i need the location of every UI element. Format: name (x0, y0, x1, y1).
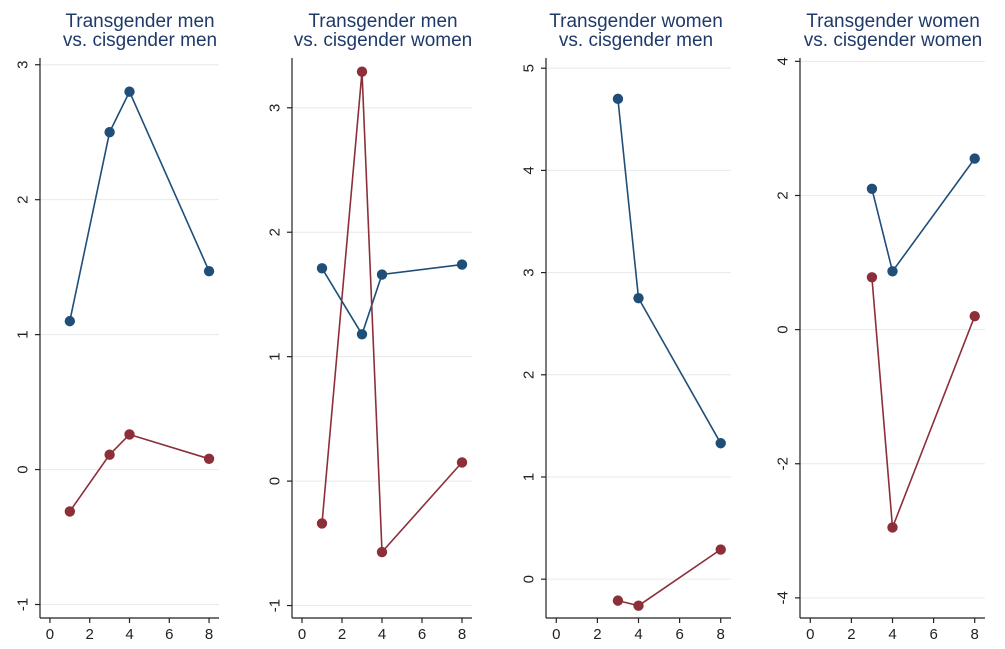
y-tick-label: 2 (267, 228, 284, 236)
y-tick-label: 0 (775, 325, 792, 333)
x-tick-label: 0 (806, 626, 814, 643)
series-1-line (617, 98, 722, 444)
series-1-point (633, 292, 644, 304)
y-tick-label: 1 (267, 352, 284, 360)
series-1-point (456, 259, 468, 270)
series-1-point (64, 315, 76, 327)
series-1-point (316, 263, 328, 274)
series-2-point (887, 522, 898, 533)
series-2-point (376, 546, 388, 558)
y-tick-label: 1 (15, 330, 32, 338)
series-1-point (203, 266, 215, 277)
series-1-point (887, 266, 898, 277)
series-1-point (104, 127, 115, 138)
series-2-line (617, 548, 722, 607)
x-tick-label: 8 (458, 626, 466, 643)
y-tick-label: -4 (775, 591, 792, 604)
series-2-point (316, 518, 328, 529)
panel-title-line: Transgender men (65, 11, 214, 32)
x-tick-label: 0 (552, 626, 560, 643)
series-2-point (715, 544, 726, 555)
x-tick-label: 8 (717, 626, 725, 643)
y-tick-label: 4 (521, 166, 538, 174)
x-tick-label: 0 (298, 626, 306, 643)
series-1-point (124, 86, 135, 97)
x-tick-label: 6 (418, 626, 426, 643)
panel-title-line: vs. cisgender men (63, 30, 217, 51)
y-tick-label: 0 (15, 465, 32, 473)
y-tick-label: 2 (15, 196, 32, 204)
y-tick-label: 5 (521, 64, 538, 72)
series-1-point (866, 183, 878, 194)
panel-title-line: Transgender women (549, 11, 723, 32)
series-2-point (104, 449, 115, 460)
series-1-point (356, 329, 368, 340)
series-2-point (612, 595, 624, 606)
x-tick-label: 2 (338, 626, 346, 643)
panel-title-line: vs. cisgender men (559, 30, 713, 51)
y-tick-label: 0 (267, 477, 284, 485)
y-tick-label: -2 (775, 457, 792, 470)
series-1-point (376, 269, 388, 280)
x-tick-label: 4 (378, 626, 386, 643)
panel-title-line: vs. cisgender women (294, 30, 472, 51)
y-tick-label: 2 (521, 371, 538, 379)
series-1-point (715, 438, 726, 449)
y-tick-label: 1 (521, 473, 538, 481)
series-2-point (356, 66, 368, 77)
x-tick-label: 4 (888, 626, 896, 643)
series-1-point (969, 153, 980, 164)
series-1-point (612, 93, 624, 105)
series-2-line (871, 277, 976, 528)
series-2-point (633, 600, 644, 611)
x-tick-label: 6 (675, 626, 683, 643)
x-tick-label: 0 (46, 626, 54, 643)
series-2-line (321, 71, 463, 555)
x-tick-label: 6 (929, 626, 937, 643)
x-tick-label: 8 (971, 626, 979, 643)
y-tick-label: 4 (775, 57, 792, 65)
x-tick-label: 4 (634, 626, 642, 643)
series-2-point (64, 506, 76, 517)
panel-title-line: vs. cisgender women (804, 30, 982, 51)
panel-title-line: Transgender women (806, 11, 980, 32)
x-tick-label: 2 (86, 626, 94, 643)
series-1-line (69, 89, 210, 322)
series-2-point (866, 272, 878, 283)
series-2-point (203, 453, 215, 464)
x-tick-label: 2 (593, 626, 601, 643)
panel-title-line: Transgender men (308, 11, 457, 32)
y-tick-label: 2 (775, 191, 792, 199)
series-2-point (456, 457, 468, 468)
y-tick-label: 3 (267, 104, 284, 112)
y-tick-label: 3 (521, 268, 538, 276)
series-1-line (871, 158, 976, 274)
x-tick-label: 6 (165, 626, 173, 643)
y-tick-label: 0 (521, 575, 538, 583)
x-tick-label: 4 (125, 626, 133, 643)
series-1-line (321, 263, 463, 337)
y-tick-label: 3 (15, 61, 32, 69)
x-tick-label: 2 (847, 626, 855, 643)
series-2-line (69, 433, 210, 512)
x-tick-label: 8 (205, 626, 213, 643)
y-tick-label: -1 (15, 598, 32, 611)
series-2-point (124, 429, 135, 440)
y-tick-label: -1 (267, 599, 284, 612)
series-2-point (969, 311, 980, 322)
